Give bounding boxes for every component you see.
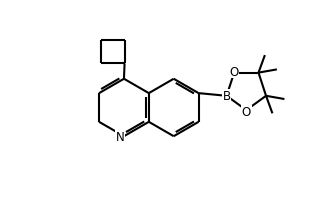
Text: B: B <box>222 90 231 103</box>
Text: O: O <box>242 106 251 119</box>
Text: N: N <box>116 130 124 143</box>
Text: O: O <box>229 65 239 78</box>
